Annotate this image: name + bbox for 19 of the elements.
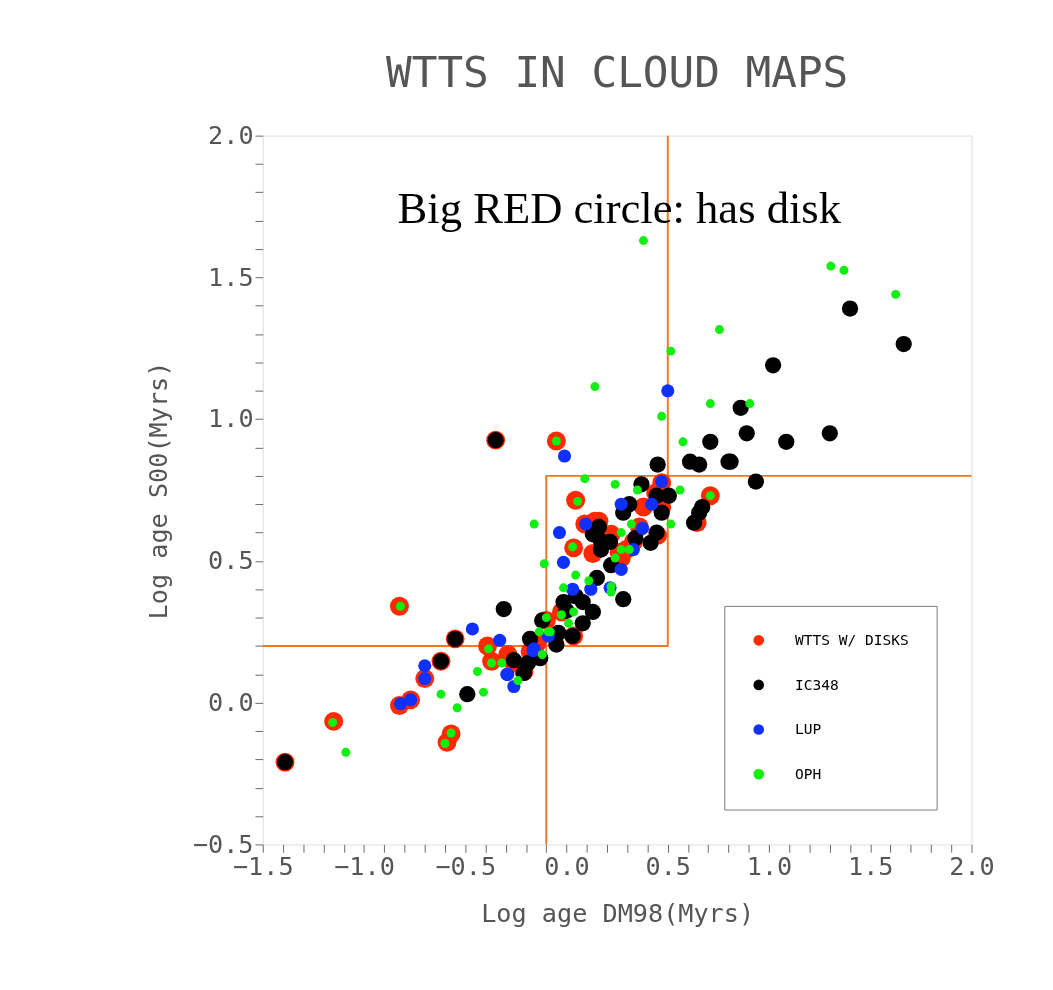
- x-tick-label: 1.5: [848, 851, 894, 881]
- y-tick-label: 1.5: [208, 262, 254, 292]
- legend-label: OPH: [795, 765, 822, 782]
- x-tick-label: 0.0: [544, 851, 590, 881]
- y-tick-label: 1.0: [208, 404, 254, 434]
- x-tick-label: 1.0: [746, 851, 793, 881]
- legend-label: IC348: [795, 676, 839, 693]
- x-tick-label: −1.0: [334, 851, 395, 881]
- x-tick-label: −0.5: [435, 851, 497, 881]
- chart-title: WTTS IN CLOUD MAPS: [386, 47, 849, 98]
- y-axis-title: Log age S00(Myrs): [143, 361, 173, 620]
- y-tick-label: 0.0: [208, 687, 254, 717]
- x-tick-label: 0.5: [645, 851, 692, 881]
- legend-label: WTTS W/ DISKS: [795, 632, 909, 649]
- legend-label: LUP: [795, 721, 822, 738]
- y-tick-label: 0.5: [208, 546, 254, 576]
- y-tick-label: 2.0: [208, 120, 254, 150]
- x-axis-title: Log age DM98(Myrs): [481, 898, 755, 928]
- x-tick-label: 2.0: [949, 851, 995, 881]
